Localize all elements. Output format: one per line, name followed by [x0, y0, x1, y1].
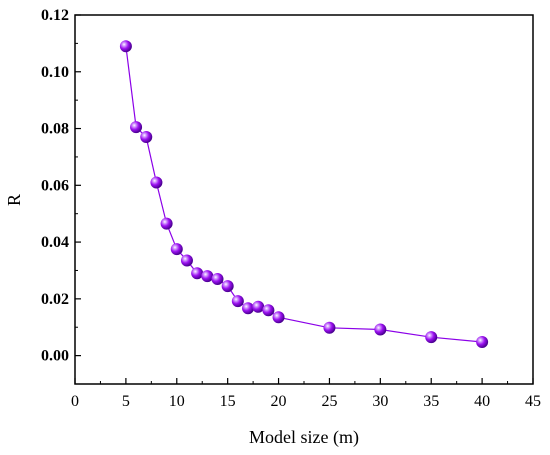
y-axis-ticks: 0.00 0.02 0.04 0.06 0.08 0.10 0.12 [41, 7, 81, 365]
x-tick-label: 10 [169, 393, 185, 410]
y-tick-label: 0.04 [41, 234, 69, 251]
data-point [252, 300, 265, 313]
y-tick-label: 0.02 [41, 291, 69, 308]
data-point [160, 217, 173, 230]
x-tick-label: 20 [271, 393, 287, 410]
x-tick-label: 30 [372, 393, 388, 410]
x-axis-ticks: 0 5 10 15 20 25 30 35 40 45 [71, 378, 541, 410]
y-tick-label: 0.08 [41, 121, 69, 138]
data-point [262, 304, 275, 317]
data-point [180, 254, 193, 267]
data-point [221, 280, 234, 293]
data-point [201, 270, 214, 283]
data-point [476, 335, 489, 348]
x-tick-label: 25 [321, 393, 337, 410]
y-tick-label: 0.06 [41, 177, 69, 194]
x-tick-label: 45 [525, 393, 541, 410]
y-tick-label: 0.12 [41, 7, 69, 24]
data-point [231, 295, 244, 308]
data-point [119, 40, 132, 53]
x-axis-title: Model size (m) [249, 427, 359, 448]
series-line [125, 46, 483, 343]
x-tick-label: 5 [122, 393, 130, 410]
data-point [242, 302, 255, 315]
data-point [323, 321, 336, 334]
data-points [119, 40, 489, 348]
data-point [130, 121, 143, 134]
data-point [425, 331, 438, 344]
data-point [211, 272, 224, 285]
x-tick-label: 35 [423, 393, 439, 410]
y-axis-title: R [4, 194, 24, 206]
data-point [140, 131, 153, 144]
data-point [170, 243, 183, 256]
y-tick-label: 0.10 [41, 64, 69, 81]
data-point [374, 323, 387, 336]
data-point [191, 267, 204, 280]
plot-frame [74, 14, 534, 385]
data-point [272, 311, 285, 324]
x-tick-label: 15 [220, 393, 236, 410]
data-point [150, 176, 163, 189]
x-tick-label: 40 [474, 393, 490, 410]
x-tick-label: 0 [71, 393, 79, 410]
y-tick-label: 0.00 [41, 348, 69, 365]
